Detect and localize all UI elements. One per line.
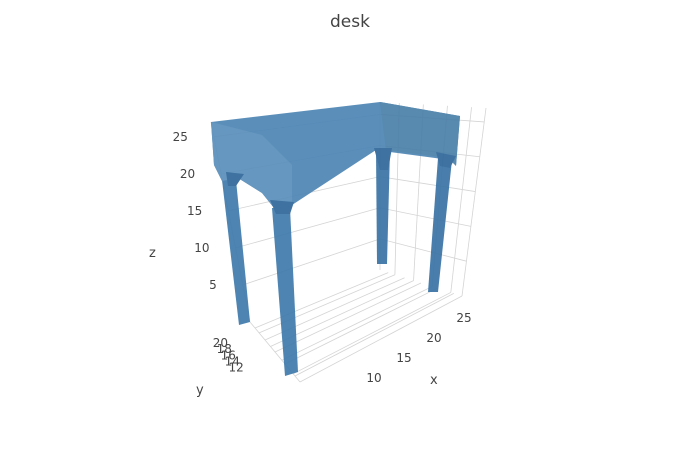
grid-floor-y-0 [294, 293, 454, 377]
grid-floor-y-1 [284, 287, 438, 365]
y-tick-label: 16 [221, 348, 236, 362]
z-tick-label: 20 [180, 167, 195, 181]
z-tick-label: 10 [194, 241, 209, 255]
grid-floor-x-2 [281, 286, 433, 361]
grid-floor-y-2 [274, 282, 422, 353]
x-axis-title: x [430, 373, 438, 388]
joint-front-left [226, 172, 244, 186]
x-tick-label: 20 [426, 331, 441, 345]
desk-left-panel [211, 122, 292, 208]
grid-back-x-3 [450, 107, 472, 293]
grid-back-z-1 [379, 207, 471, 227]
y-tick-label: 12 [229, 361, 244, 375]
chart-title: desk [330, 12, 370, 32]
z-tick-label: 25 [173, 130, 188, 144]
x-tick-label: 15 [396, 351, 411, 365]
joint-back-right [436, 152, 456, 168]
grid-floor-x-3 [292, 292, 452, 375]
z-tick-label: 5 [209, 278, 217, 292]
leg-front-left [222, 180, 250, 325]
grid-back-z-2 [379, 176, 476, 192]
z-axis-title: z [149, 246, 156, 261]
y-axis-title: y [196, 383, 204, 398]
z-axis-ticks: 5 10 15 20 25 [173, 130, 217, 292]
z-tick-label: 15 [187, 204, 202, 218]
grid-back-z-0 [379, 238, 467, 262]
grid-floor-y-4 [254, 272, 389, 329]
x-tick-label: 25 [456, 311, 471, 325]
joint-back-left [374, 148, 392, 170]
joint-front-right [270, 200, 294, 214]
leg-front-right [272, 208, 298, 376]
desk-mesh[interactable] [211, 102, 460, 376]
x-tick-label: 10 [366, 371, 381, 385]
x-axis-ticks: 10 15 20 25 [366, 311, 471, 385]
leg-back-right [428, 158, 452, 292]
y-tick-label: 14 [225, 355, 240, 369]
leg-back-left [376, 150, 390, 264]
grid-back-edge-right [461, 107, 487, 297]
y-tick-label: 18 [217, 342, 232, 356]
grid-floor-edge-right [299, 295, 463, 383]
desk-right-panel [380, 102, 460, 166]
grid-left-z-0 [242, 238, 381, 286]
y-tick-label: 20 [213, 336, 228, 350]
grid-left-z-1 [235, 207, 381, 249]
